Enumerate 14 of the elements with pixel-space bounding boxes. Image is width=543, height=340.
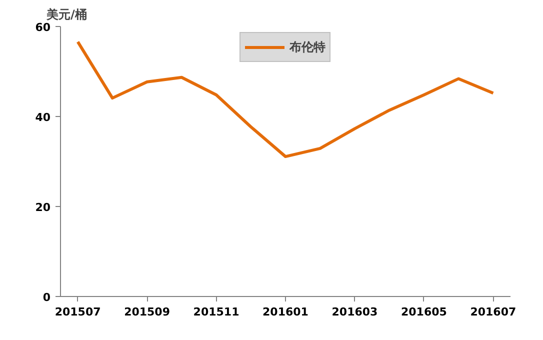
x-tick-label: 201507: [54, 306, 101, 318]
x-tick-label: 201509: [124, 306, 170, 318]
legend-label: 布伦特: [290, 38, 326, 56]
y-tick-label: 0: [42, 291, 51, 304]
y-tick-label: 60: [35, 21, 51, 34]
y-tick-label: 40: [35, 111, 51, 124]
x-tick-label: 201607: [470, 306, 516, 318]
x-tick-label: 201603: [332, 306, 378, 318]
x-tick-label: 201605: [401, 306, 447, 318]
y-tick-label: 20: [35, 201, 51, 214]
line-series: [76, 40, 495, 158]
x-tick-label: 201601: [262, 306, 308, 318]
y-axis-title: 美元/桶: [46, 8, 87, 22]
x-tick-label: 201511: [193, 306, 240, 318]
